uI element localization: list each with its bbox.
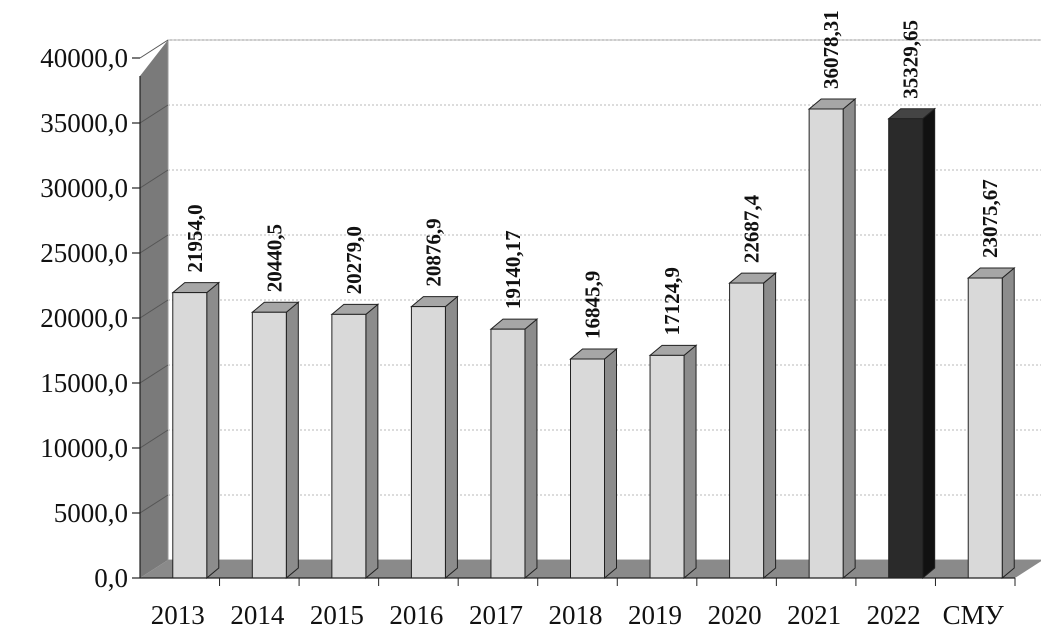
x-tick-label: 2017 bbox=[469, 600, 523, 630]
y-tick-label: 10000,0 bbox=[40, 433, 128, 463]
data-label-2015: 20279,0 bbox=[342, 226, 366, 294]
bar-side bbox=[524, 318, 538, 580]
bar-2019 bbox=[648, 344, 698, 580]
x-tick-label: 2021 bbox=[787, 600, 841, 630]
data-label-2014: 20440,5 bbox=[262, 224, 286, 292]
bar-side bbox=[683, 344, 697, 580]
x-tick-label: 2016 bbox=[389, 600, 443, 630]
gridline-wall bbox=[139, 39, 169, 59]
bar-side bbox=[842, 97, 856, 580]
bar-СМУ bbox=[966, 266, 1016, 580]
bar-2016 bbox=[410, 295, 459, 580]
x-axis: 2013 2014 2015 2016 2017 2018 2019 2020 2021 2022… bbox=[140, 577, 1016, 630]
bar-side bbox=[922, 107, 936, 580]
bar-front bbox=[490, 328, 526, 579]
bar-front bbox=[172, 292, 208, 579]
y-tick-label: 35000,0 bbox=[40, 108, 128, 138]
bar-side bbox=[763, 271, 777, 580]
data-labels: 21954,0 20440,5 20279,0 20876,9 19140,17 1684… bbox=[183, 10, 1002, 339]
bar-front bbox=[967, 277, 1003, 579]
bar-side bbox=[444, 295, 458, 580]
x-tick-label: 2020 bbox=[708, 600, 762, 630]
gridline-wall bbox=[139, 364, 169, 384]
x-tick-label: СМУ bbox=[943, 600, 1005, 630]
bar-side bbox=[1001, 266, 1015, 580]
gridline-wall bbox=[139, 299, 169, 319]
x-tick-label: 2015 bbox=[310, 600, 364, 630]
data-label-2016: 20876,9 bbox=[421, 218, 445, 286]
y-tick-label: 25000,0 bbox=[40, 238, 128, 268]
bar-front bbox=[649, 354, 685, 579]
data-label-2019: 17124,9 bbox=[660, 267, 684, 335]
bar-2018 bbox=[569, 347, 618, 580]
bar-2021 bbox=[807, 97, 857, 580]
data-label-2022: 35329,65 bbox=[899, 20, 923, 99]
y-tick-label: 30000,0 bbox=[40, 173, 128, 203]
y-tick-label: 5000,0 bbox=[54, 498, 128, 528]
data-label-2018: 16845,9 bbox=[581, 271, 605, 339]
bar-side bbox=[206, 281, 220, 580]
data-label-2020: 22687,4 bbox=[740, 194, 764, 263]
x-tick-label: 2014 bbox=[230, 600, 285, 630]
gridline-wall bbox=[139, 234, 169, 254]
x-tick-label: 2013 bbox=[151, 600, 205, 630]
bar-side bbox=[285, 301, 299, 580]
x-tick-label: 2022 bbox=[867, 600, 921, 630]
bar-2013 bbox=[171, 281, 221, 580]
y-axis: 0,0 5000,0 10000,0 15000,0 20000,0 25000,0 300… bbox=[40, 43, 141, 593]
bar-2017 bbox=[489, 318, 539, 580]
bar-front bbox=[251, 311, 287, 579]
bar-side bbox=[365, 303, 379, 580]
data-label-2021: 36078,31 bbox=[819, 10, 843, 89]
y-tick-label: 0,0 bbox=[94, 563, 128, 593]
bar-2020 bbox=[728, 271, 777, 580]
y-tick-label: 40000,0 bbox=[40, 43, 128, 73]
gridline-wall bbox=[139, 429, 169, 449]
gridline-wall bbox=[139, 169, 169, 189]
bar-front bbox=[331, 313, 367, 579]
x-tick-label: 2018 bbox=[549, 600, 603, 630]
data-label-СМУ: 23075,67 bbox=[978, 179, 1002, 258]
bar-front bbox=[808, 108, 844, 579]
y-tick-label: 20000,0 bbox=[40, 303, 128, 333]
data-label-2013: 21954,0 bbox=[183, 204, 207, 272]
bar-front bbox=[888, 118, 924, 579]
bar-front bbox=[410, 306, 446, 579]
gridline-wall bbox=[139, 104, 169, 124]
bar-2014 bbox=[250, 301, 300, 580]
data-label-2017: 19140,17 bbox=[501, 230, 525, 309]
bar-side bbox=[604, 347, 617, 580]
bar-front bbox=[570, 358, 605, 579]
bar-front bbox=[729, 282, 765, 579]
y-tick-label: 15000,0 bbox=[40, 368, 128, 398]
bar-2022 bbox=[887, 107, 937, 580]
bar-2015 bbox=[330, 303, 380, 580]
x-tick-label: 2019 bbox=[628, 600, 682, 630]
gridline-wall bbox=[139, 494, 169, 514]
